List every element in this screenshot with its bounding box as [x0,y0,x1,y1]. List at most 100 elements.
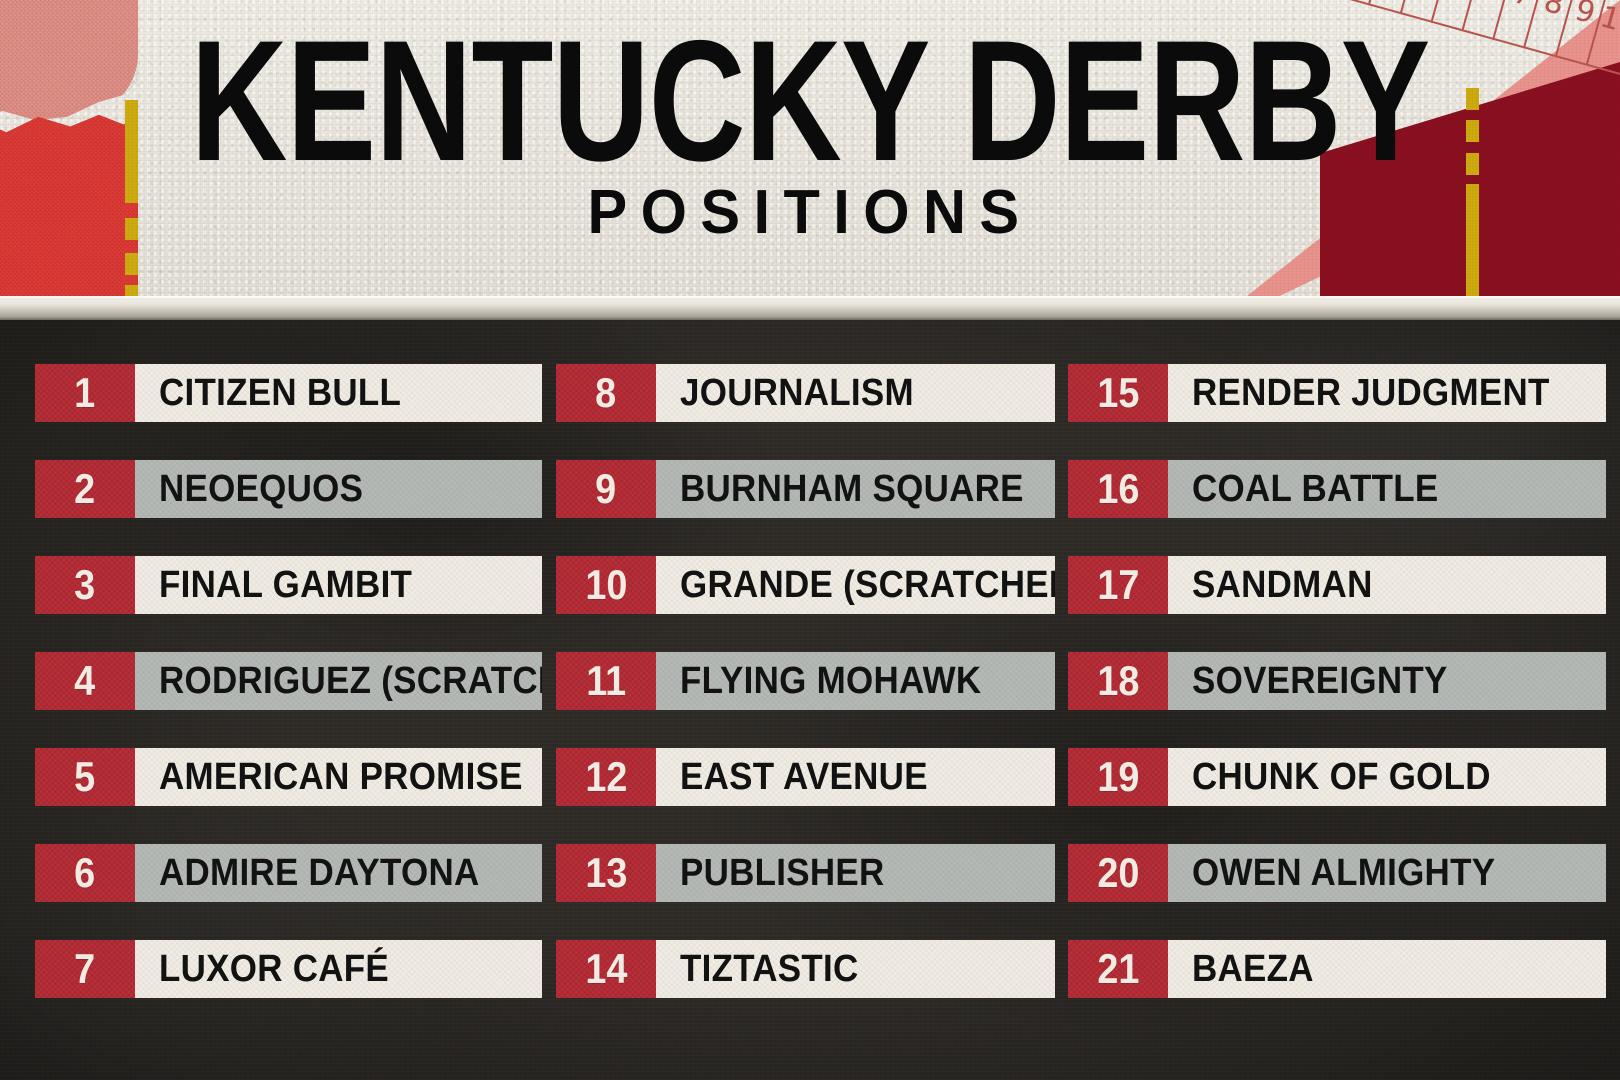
horse-name-label: FLYING MOHAWK [680,659,982,702]
post-position-label: 5 [74,753,96,800]
post-position-label: 8 [595,369,617,416]
post-position-number: 19 [1068,748,1168,806]
post-position-number: 12 [556,748,656,806]
position-row[interactable]: 16 COAL BATTLE [1068,460,1606,518]
position-row[interactable]: 7 LUXOR CAFÉ [35,940,542,998]
gold-dash-right-1 [1466,88,1479,110]
post-position-number: 21 [1068,940,1168,998]
position-row[interactable]: 9 BURNHAM SQUARE [556,460,1055,518]
horse-name-bar: LUXOR CAFÉ [135,940,542,998]
post-position-number: 9 [556,460,656,518]
horse-name-label: RENDER JUDGMENT [1192,371,1550,414]
gold-dash-left-1 [125,218,138,240]
horse-name-label: BURNHAM SQUARE [680,467,1024,510]
horse-name-bar: SOVEREIGNTY [1168,652,1606,710]
positions-columns: 1 CITIZEN BULL 2 NEOEQUOS 3 FINAL GAMBIT 4 RODR… [0,318,1620,1080]
post-position-label: 16 [1096,465,1140,512]
horse-name-bar: BURNHAM SQUARE [656,460,1055,518]
horse-name-label: OWEN ALMIGHTY [1192,851,1496,894]
gold-dash-right-2 [1466,120,1479,142]
horse-name-label: ADMIRE DAYTONA [159,851,480,894]
positions-column-2: 8 JOURNALISM 9 BURNHAM SQUARE 10 GRANDE (SCRA… [556,318,1055,1080]
post-position-label: 6 [74,849,96,896]
position-row[interactable]: 17 SANDMAN [1068,556,1606,614]
horse-name-label: AMERICAN PROMISE [159,755,523,798]
position-row[interactable]: 18 SOVEREIGNTY [1068,652,1606,710]
horse-name-label: TIZTASTIC [680,947,859,990]
post-position-label: 7 [74,945,96,992]
post-position-number: 18 [1068,652,1168,710]
position-row[interactable]: 5 AMERICAN PROMISE [35,748,542,806]
header-grain-overlay [0,0,1620,302]
horse-name-label: JOURNALISM [680,371,914,414]
post-position-label: 10 [584,561,628,608]
horse-name-bar: OWEN ALMIGHTY [1168,844,1606,902]
position-row[interactable]: 11 FLYING MOHAWK [556,652,1055,710]
horse-name-bar: CHUNK OF GOLD [1168,748,1606,806]
horse-name-bar: EAST AVENUE [656,748,1055,806]
post-position-number: 16 [1068,460,1168,518]
positions-column-1: 1 CITIZEN BULL 2 NEOEQUOS 3 FINAL GAMBIT 4 RODR… [35,318,542,1080]
horse-name-label: NEOEQUOS [159,467,364,510]
gold-dash-left-long [125,100,138,203]
position-row[interactable]: 12 EAST AVENUE [556,748,1055,806]
post-position-label: 14 [584,945,628,992]
horse-name-bar: NEOEQUOS [135,460,542,518]
position-row[interactable]: 19 CHUNK OF GOLD [1068,748,1606,806]
horse-name-bar: RODRIGUEZ (SCRATCHED) [135,652,542,710]
position-row[interactable]: 8 JOURNALISM [556,364,1055,422]
post-position-number: 10 [556,556,656,614]
post-position-label: 13 [584,849,628,896]
post-position-label: 20 [1096,849,1140,896]
horse-name-bar: CITIZEN BULL [135,364,542,422]
post-position-number: 20 [1068,844,1168,902]
post-position-label: 4 [74,657,96,704]
page-subtitle: POSITIONS [587,178,1033,248]
post-position-label: 21 [1096,945,1140,992]
horse-name-label: EAST AVENUE [680,755,928,798]
horse-name-bar: ADMIRE DAYTONA [135,844,542,902]
header-ledge [0,296,1620,320]
horse-name-bar: FINAL GAMBIT [135,556,542,614]
post-position-number: 2 [35,460,135,518]
gold-dash-left-2 [125,253,138,275]
post-position-number: 13 [556,844,656,902]
position-row[interactable]: 6 ADMIRE DAYTONA [35,844,542,902]
position-row[interactable]: 2 NEOEQUOS [35,460,542,518]
positions-column-3: 15 RENDER JUDGMENT 16 COAL BATTLE 17 SANDMAN 1… [1068,318,1606,1080]
horse-name-bar: PUBLISHER [656,844,1055,902]
horse-name-bar: FLYING MOHAWK [656,652,1055,710]
post-position-number: 7 [35,940,135,998]
horse-name-bar: GRANDE (SCRATCHED) [656,556,1055,614]
horse-name-label: CHUNK OF GOLD [1192,755,1491,798]
horse-name-bar: JOURNALISM [656,364,1055,422]
position-row[interactable]: 20 OWEN ALMIGHTY [1068,844,1606,902]
horse-name-label: PUBLISHER [680,851,885,894]
post-position-label: 9 [595,465,617,512]
post-position-number: 8 [556,364,656,422]
horse-name-bar: BAEZA [1168,940,1606,998]
position-row[interactable]: 10 GRANDE (SCRATCHED) [556,556,1055,614]
horse-name-label: LUXOR CAFÉ [159,947,389,990]
page-title: KENTUCKY DERBY [190,5,1431,197]
horse-name-label: GRANDE (SCRATCHED) [680,563,1055,606]
post-position-number: 1 [35,364,135,422]
position-row[interactable]: 3 FINAL GAMBIT [35,556,542,614]
position-row[interactable]: 13 PUBLISHER [556,844,1055,902]
position-row[interactable]: 14 TIZTASTIC [556,940,1055,998]
position-row[interactable]: 1 CITIZEN BULL [35,364,542,422]
horse-name-label: RODRIGUEZ (SCRATCHED) [159,659,542,702]
header-ledge-highlight [0,296,1620,298]
post-position-number: 3 [35,556,135,614]
post-position-number: 6 [35,844,135,902]
position-row[interactable]: 21 BAEZA [1068,940,1606,998]
horse-name-bar: RENDER JUDGMENT [1168,364,1606,422]
horse-name-bar: TIZTASTIC [656,940,1055,998]
post-position-label: 17 [1096,561,1140,608]
horse-name-label: SOVEREIGNTY [1192,659,1448,702]
position-row[interactable]: 15 RENDER JUDGMENT [1068,364,1606,422]
position-row[interactable]: 4 RODRIGUEZ (SCRATCHED) [35,652,542,710]
horse-name-bar: AMERICAN PROMISE [135,748,542,806]
post-position-label: 2 [74,465,96,512]
positions-board: 1 CITIZEN BULL 2 NEOEQUOS 3 FINAL GAMBIT 4 RODR… [0,318,1620,1080]
